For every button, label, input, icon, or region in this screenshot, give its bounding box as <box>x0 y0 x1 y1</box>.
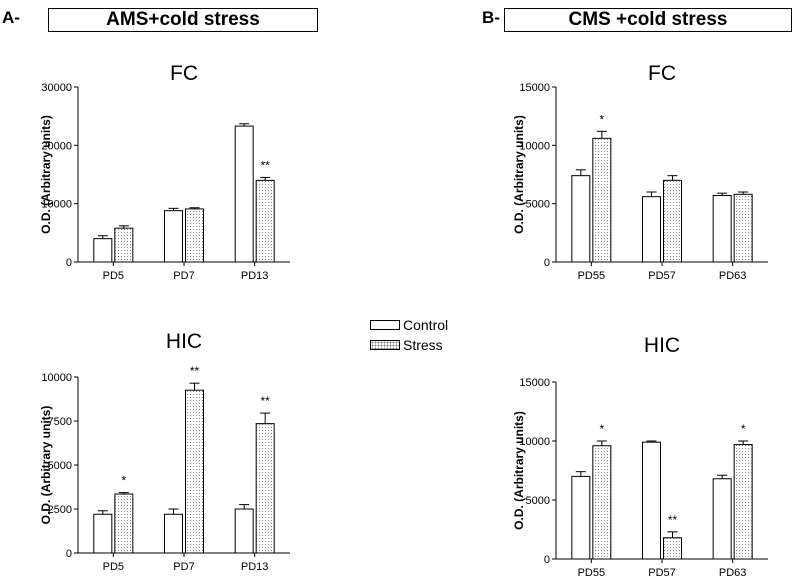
chart2-significance-label: ** <box>260 394 270 408</box>
chart4-ytick-label: 10000 <box>519 436 550 448</box>
chart2-significance-label: ** <box>190 364 200 378</box>
chart2-title: HIC <box>166 330 202 353</box>
legend-swatch-control <box>370 320 400 330</box>
chart3-xtick-label: PD55 <box>578 270 606 282</box>
chart1-bar-control <box>164 210 183 263</box>
chart1-ytick-label: 0 <box>66 257 72 269</box>
chart1-bar-stress <box>185 208 204 263</box>
chart1-xtick-label: PD7 <box>173 270 194 282</box>
chart4-xtick-label: PD57 <box>648 567 676 579</box>
chart4-bar-stress <box>733 444 753 560</box>
chart4-ytick-label: 5000 <box>526 495 550 507</box>
chart4-bar-control <box>571 475 591 560</box>
panel-a-letter: A- <box>2 8 20 27</box>
chart3-bar-control <box>712 195 732 263</box>
chart2-ylabel: O.D. (Arbitrary units) <box>39 406 53 525</box>
chart3-bar-stress <box>733 193 753 263</box>
chart3-title: FC <box>648 62 676 85</box>
chart3-bar-stress <box>663 179 682 263</box>
chart2-xtick-label: PD13 <box>241 561 269 573</box>
chart3-ytick-label: 5000 <box>526 199 550 211</box>
chart3-xtick-label: PD63 <box>719 270 747 282</box>
chart3-bar-stress <box>592 137 612 263</box>
chart1-ylabel: O.D. (Arbitrary units) <box>39 115 53 234</box>
legend-item-stress: Stress <box>370 335 448 355</box>
chart4-title: HIC <box>644 334 680 357</box>
chart3-ylabel: O.D. (Arbitrary units) <box>512 115 526 234</box>
panel-a-title: AMS+cold stress <box>48 8 318 32</box>
chart3-bar-control <box>642 196 661 263</box>
chart1-ytick-label: 10000 <box>41 199 72 211</box>
chart4-significance-label: * <box>741 422 746 436</box>
panel-b-title: CMS +cold stress <box>504 8 792 32</box>
chart4-xtick-label: PD55 <box>578 567 606 579</box>
chart2-bar-control <box>93 513 113 554</box>
chart2-ytick-label: 10000 <box>41 372 72 384</box>
chart4-ytick-label: 15000 <box>519 377 550 389</box>
chart2-significance-label: * <box>121 474 126 488</box>
chart3-significance-label: * <box>599 112 604 126</box>
chart1-significance-label: ** <box>260 158 270 172</box>
chart3-bar-control <box>571 175 591 263</box>
chart4-bar-control <box>642 441 661 560</box>
chart2-bar-stress <box>255 423 275 554</box>
chart1-ytick-label: 30000 <box>41 82 72 94</box>
chart2-xtick-label: PD5 <box>103 561 124 573</box>
chart1-bar-control <box>93 238 113 263</box>
chart1-bar-stress <box>114 227 134 263</box>
chart4-ytick-label: 0 <box>544 554 550 566</box>
chart2-bar-stress <box>114 493 134 554</box>
legend-item-control: Control <box>370 315 448 335</box>
chart2-ytick-label: 0 <box>66 548 72 560</box>
chart1-xtick-label: PD13 <box>241 270 269 282</box>
chart4-xtick-label: PD63 <box>719 567 747 579</box>
chart2-bar-control <box>164 513 183 554</box>
chart2-bar-stress <box>185 389 204 554</box>
chart4-significance-label: ** <box>668 513 678 527</box>
chart1-title: FC <box>170 62 198 85</box>
chart2-ytick-label: 5000 <box>48 460 72 472</box>
chart3-ytick-label: 0 <box>544 257 550 269</box>
chart2-xtick-label: PD7 <box>173 561 194 573</box>
chart3-xtick-label: PD57 <box>648 270 676 282</box>
chart1-bar-control <box>234 125 254 263</box>
chart2-bar-control <box>234 508 254 554</box>
panel-b-letter: B- <box>482 8 500 27</box>
chart4-significance-label: * <box>599 422 604 436</box>
chart1-xtick-label: PD5 <box>103 270 124 282</box>
legend-swatch-stress <box>370 340 400 350</box>
chart2-ytick-label: 7500 <box>48 416 72 428</box>
chart1-ytick-label: 20000 <box>41 140 72 152</box>
chart4-bar-stress <box>663 537 682 560</box>
chart4-ylabel: O.D. (Arbitrary units) <box>512 411 526 530</box>
legend-label-control: Control <box>403 317 449 333</box>
chart3-ytick-label: 15000 <box>519 82 550 94</box>
chart3-ytick-label: 10000 <box>519 140 550 152</box>
chart2-ytick-label: 2500 <box>48 504 72 516</box>
legend-label-stress: Stress <box>403 337 443 353</box>
legend: Control Stress <box>370 315 448 355</box>
chart1-bar-stress <box>255 179 275 263</box>
chart4-bar-stress <box>592 445 612 560</box>
chart4-bar-control <box>712 478 732 560</box>
